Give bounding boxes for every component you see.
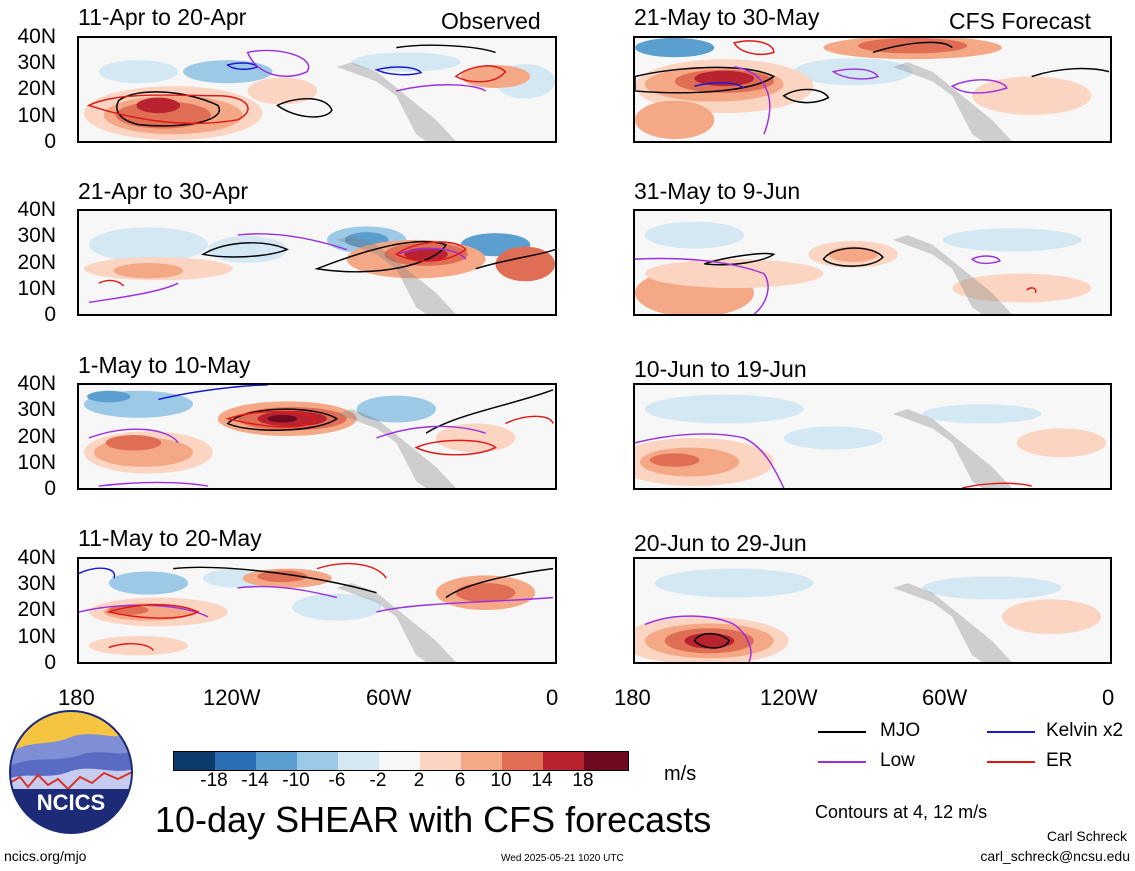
colorbar-swatch [297,752,339,770]
lat-label: 40N [17,198,56,221]
lat-label: 40N [17,372,56,395]
colorbar-tick-label: -14 [241,770,269,791]
lat-label: 20N [17,598,56,621]
timestamp: Wed 2025-05-21 1020 UTC [501,853,624,864]
map-panel-fc-4 [633,557,1112,664]
colorbar-labels: -18 -14 -10 -6 -2 2 6 10 14 18 [173,770,627,794]
low-legend-label: Low [880,750,915,771]
colorbar-swatch [256,752,298,770]
map-panel-fc-1 [633,36,1112,143]
colorbar-tick-label: 10 [490,770,512,791]
colorbar-swatch [502,752,544,770]
panel-title-obs-3: 1-May to 10-May [78,352,251,378]
colorbar-swatch [543,752,585,770]
lon-label: 0 [546,685,559,710]
source-url[interactable]: ncics.org/mjo [4,848,87,864]
lat-label: 10N [17,104,56,127]
colorbar-tick-label: -10 [282,770,310,791]
colorbar-units: m/s [664,763,697,785]
lat-label: 10N [17,451,56,474]
panel-title-obs-1: 11-Apr to 20-Apr [78,4,247,30]
lat-label: 20N [17,425,56,448]
forecast-label: CFS Forecast [949,8,1091,34]
colorbar-swatch [461,752,503,770]
low-legend-swatch [818,761,866,763]
colorbar-swatch [420,752,462,770]
colorbar-swatch [584,752,628,770]
lon-label: 60W [922,685,968,710]
author: Carl Schreck [1046,828,1127,844]
observed-label: Observed [441,8,541,34]
er-legend-swatch [987,761,1035,763]
colorbar-tick-label: 18 [572,770,594,791]
map-panel-fc-3 [633,383,1112,490]
panel-title-fc-3: 10-Jun to 19-Jun [634,356,807,382]
lat-label: 30N [17,398,56,421]
map-panel-obs-1 [77,36,557,143]
colorbar [173,751,629,771]
colorbar-swatch [379,752,421,770]
lat-label: 30N [17,572,56,595]
lon-label: 60W [366,685,412,710]
lat-label: 0 [44,303,56,326]
contours-note: Contours at 4, 12 m/s [815,802,988,822]
lat-label: 10N [17,625,56,648]
lat-label: 30N [17,51,56,74]
lon-label: 180 [58,685,95,710]
lon-label: 0 [1102,685,1115,710]
author-email[interactable]: carl_schreck@ncsu.edu [980,848,1130,864]
lon-label: 120W [203,685,261,710]
colorbar-swatch [338,752,380,770]
panel-title-fc-2: 31-May to 9-Jun [634,178,801,204]
colorbar-swatch [174,752,216,770]
panel-title-obs-4: 11-May to 20-May [78,525,262,551]
ncics-logo: NCICS [8,709,134,835]
lat-label: 0 [44,651,56,674]
map-panel-obs-2 [77,209,557,316]
lon-label: 180 [614,685,651,710]
colorbar-tick-label: -6 [328,770,346,791]
mjo-legend-swatch [818,731,866,733]
panel-title-obs-2: 21-Apr to 30-Apr [78,178,249,204]
lat-label: 0 [44,477,56,500]
lat-label: 40N [17,25,56,48]
lat-label: 20N [17,251,56,274]
kelvin-legend-swatch [987,731,1035,733]
colorbar-tick-label: 6 [454,770,466,791]
kelvin-legend-label: Kelvin x2 [1046,720,1124,741]
logo-text: NCICS [37,790,105,815]
map-panel-fc-2 [633,209,1112,316]
colorbar-tick-label: 14 [531,770,553,791]
colorbar-tick-label: -18 [200,770,228,791]
colorbar-tick-label: -2 [369,770,387,791]
colorbar-swatch [215,752,257,770]
mjo-legend-label: MJO [880,720,921,741]
map-panel-obs-3 [77,383,557,490]
panel-title-fc-1: 21-May to 30-May [634,4,820,30]
map-panel-obs-4 [77,557,557,664]
lat-label: 0 [44,130,56,153]
main-title: 10-day SHEAR with CFS forecasts [155,799,712,840]
colorbar-tick-label: 2 [413,770,425,791]
lat-label: 30N [17,224,56,247]
panel-title-fc-4: 20-Jun to 29-Jun [634,530,807,556]
lon-label: 120W [760,685,818,710]
lat-label: 20N [17,77,56,100]
lat-label: 40N [17,546,56,569]
er-legend-label: ER [1046,750,1073,771]
lat-label: 10N [17,277,56,300]
